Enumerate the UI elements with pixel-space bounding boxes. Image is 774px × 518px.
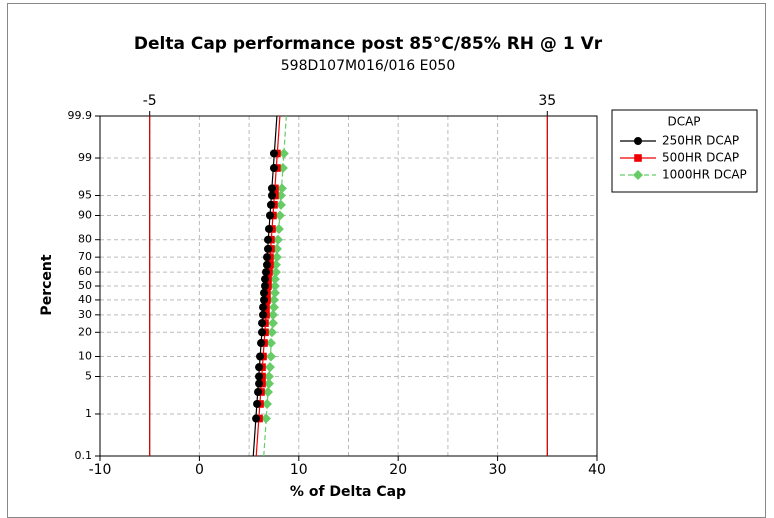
y-tick-label: 10 xyxy=(78,350,92,363)
chart-title: Delta Cap performance post 85°C/85% RH @… xyxy=(134,34,603,54)
point xyxy=(262,260,271,269)
point xyxy=(267,184,276,193)
point xyxy=(255,372,264,381)
x-tick-label: -10 xyxy=(89,462,112,478)
point xyxy=(274,210,285,221)
point xyxy=(266,327,277,338)
x-tick-label: 0 xyxy=(195,462,204,478)
point xyxy=(253,399,262,408)
y-tick-label: 5 xyxy=(85,369,92,382)
legend-label: 1000HR DCAP xyxy=(662,168,747,182)
graph-border xyxy=(7,3,766,518)
y-tick-label: 70 xyxy=(78,250,92,263)
point xyxy=(263,235,272,244)
point xyxy=(260,288,269,297)
reference-label: -5 xyxy=(143,93,157,109)
x-tick-label: 10 xyxy=(290,462,308,478)
y-tick-label: 40 xyxy=(78,293,92,306)
point xyxy=(254,387,263,396)
point xyxy=(258,319,267,328)
point xyxy=(256,352,265,361)
point xyxy=(255,379,264,388)
point xyxy=(255,363,264,372)
y-axis-label: Percent xyxy=(39,254,55,315)
point xyxy=(259,310,268,319)
point xyxy=(266,200,275,209)
point xyxy=(271,252,282,263)
legend-marker xyxy=(633,170,643,180)
point xyxy=(267,318,278,329)
point xyxy=(263,371,274,382)
point xyxy=(264,362,275,373)
point xyxy=(275,199,286,210)
x-tick-label: 20 xyxy=(389,462,407,478)
point xyxy=(265,351,276,362)
x-tick-label: 40 xyxy=(588,462,606,478)
point xyxy=(276,183,287,194)
point xyxy=(269,149,278,158)
point xyxy=(261,275,270,284)
point xyxy=(268,294,279,305)
point xyxy=(273,223,284,234)
point xyxy=(261,398,272,409)
point xyxy=(257,339,266,348)
point xyxy=(270,267,281,278)
legend-label: 250HR DCAP xyxy=(662,134,739,148)
reference-label: 35 xyxy=(538,93,556,109)
y-tick-label: 50 xyxy=(78,279,92,292)
point xyxy=(269,287,280,298)
point xyxy=(265,211,274,220)
point xyxy=(259,303,268,312)
legend-box xyxy=(611,109,758,193)
legend-title: DCAP xyxy=(667,115,700,129)
x-axis-label: % of Delta Cap xyxy=(290,484,406,500)
point xyxy=(269,281,280,291)
point xyxy=(267,191,276,200)
point xyxy=(264,224,273,233)
y-tick-label: 0.1 xyxy=(75,449,93,462)
legend-marker xyxy=(634,154,642,162)
point xyxy=(260,295,269,304)
y-tick-label: 80 xyxy=(78,233,92,246)
point xyxy=(252,414,261,423)
point xyxy=(268,302,279,313)
point xyxy=(260,413,271,424)
y-tick-label: 99.9 xyxy=(68,109,93,122)
y-tick-label: 20 xyxy=(78,325,92,338)
y-tick-label: 95 xyxy=(78,189,92,202)
point xyxy=(265,338,276,349)
legend-label: 500HR DCAP xyxy=(662,151,739,165)
point xyxy=(261,268,270,277)
y-tick-label: 90 xyxy=(78,208,92,221)
point xyxy=(272,234,283,245)
point xyxy=(278,148,289,159)
x-tick-label: 30 xyxy=(489,462,507,478)
chart-subtitle: 598D107M016/016 E050 xyxy=(281,58,455,74)
y-tick-label: 30 xyxy=(78,308,92,321)
point xyxy=(261,282,270,290)
point xyxy=(262,253,271,262)
point xyxy=(263,378,274,389)
point xyxy=(263,244,272,253)
point xyxy=(269,164,278,173)
point xyxy=(258,328,267,337)
y-tick-label: 60 xyxy=(78,265,92,278)
point xyxy=(267,309,278,320)
legend-marker xyxy=(634,137,642,145)
point xyxy=(269,274,280,285)
y-tick-label: 1 xyxy=(85,407,92,420)
y-tick-label: 99 xyxy=(78,151,92,164)
point xyxy=(262,386,273,397)
